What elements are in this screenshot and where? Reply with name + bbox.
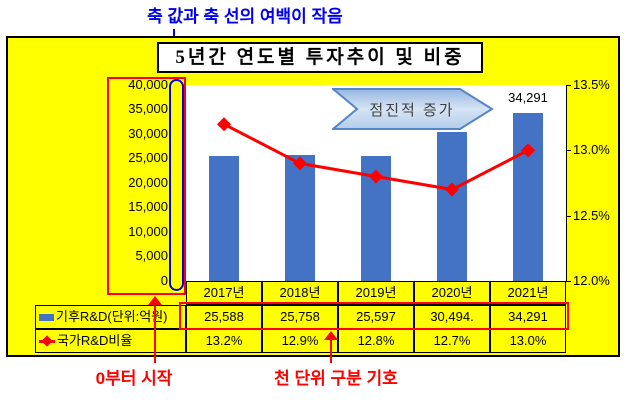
y-right-tick-mark [566,85,571,86]
chart-title: 5년간 연도별 투자추이 및 비중 [157,42,483,73]
y-right-tick: 13.0% [573,142,610,157]
annotation-thousand-separator: 천 단위 구분 기호 [274,369,398,388]
red-arrow-up-icon [148,296,162,305]
legend-row-line: 국가R&D비율 [35,329,186,353]
ratio-cell: 12.7% [414,329,490,353]
red-arrow-up-icon [324,331,338,340]
red-connector-line [154,305,156,363]
line-legend-key-icon [39,335,55,347]
chevron-arrow-icon [332,88,494,130]
bar-2017 [209,155,239,281]
y-right-tick-mark [566,281,571,282]
increase-arrow-label: 점진적 증가 [369,102,455,119]
increase-arrow-shape [332,88,494,130]
diamond-marker-icon [369,169,383,184]
y-left-tick: 15,000 [128,199,168,214]
bar-data-label: 34,291 [508,90,548,105]
ratio-cell: 13.2% [186,329,262,353]
y-left-tick: 35,000 [128,101,168,116]
right-axis-line [566,85,567,282]
y-left-tick: 25,000 [128,150,168,165]
annotation-axis-gap: 축 값과 축 선의 여백이 작음 [147,7,343,26]
bar-2020 [437,131,467,281]
year-cell: 2020년 [414,281,490,305]
y-right-tick: 13.5% [573,77,610,92]
highlight-data-row-box [179,302,569,330]
diamond-marker-icon [521,143,535,158]
y-right-tick: 12.0% [573,273,610,288]
y-left-tick: 20,000 [128,175,168,190]
legend-label: 국가R&D비율 [57,333,133,348]
year-cell: 2017년 [186,281,262,305]
year-cell: 2021년 [490,281,566,305]
y-left-tick: 40,000 [128,77,168,92]
diamond-marker-icon [41,335,53,347]
diamond-marker-icon [293,156,307,171]
bar-2021 [513,112,543,281]
highlight-axis-gap-pill [169,79,184,291]
year-cell: 2019년 [338,281,414,305]
y-left-tick: 30,000 [128,126,168,141]
annotation-starts-at-zero: 0부터 시작 [95,369,173,388]
y-left-tick: 10,000 [128,224,168,239]
legend-label: 기후R&D(단위:억원) [56,309,168,324]
highlight-axis-values-box [107,77,186,295]
line-series [217,117,535,197]
diamond-marker-icon [217,117,231,132]
ratio-cell: 12.8% [338,329,414,353]
legend-row-bars: 기후R&D(단위:억원) [35,305,186,329]
y-left-tick: 0 [160,273,168,288]
y-right-tick-mark [566,216,571,217]
y-right-tick-mark [566,150,571,151]
red-connector-line [330,340,332,363]
bar-legend-key-icon [39,314,54,322]
diamond-marker-icon [445,182,459,197]
y-right-tick: 12.5% [573,208,610,223]
y-left-tick: 5,000 [135,248,168,263]
ratio-cell: 13.0% [490,329,566,353]
year-cell: 2018년 [262,281,338,305]
bar-2018 [285,154,315,281]
